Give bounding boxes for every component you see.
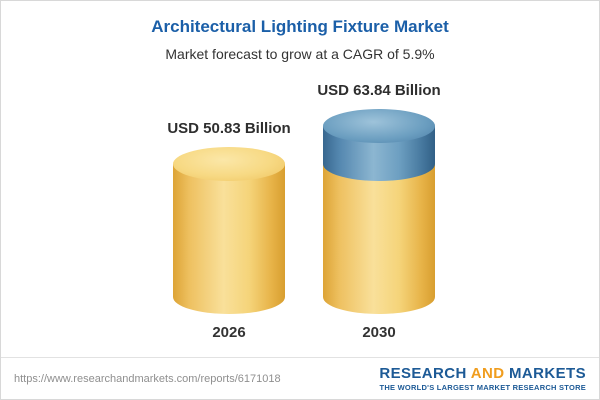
cylinder-bar-chart: USD 50.83 Billion 2026 USD 63.84 Billion… (1, 1, 599, 341)
cylinder-top-2026 (173, 147, 285, 181)
cylinder-bar-2030 (323, 109, 435, 314)
chart-subtitle: Market forecast to grow at a CAGR of 5.9… (165, 46, 435, 62)
report-url: https://www.researchandmarkets.com/repor… (14, 372, 281, 385)
bar-group-2026: USD 50.83 Billion 2026 (167, 120, 290, 341)
value-label-2026: USD 50.83 Billion (167, 120, 291, 137)
category-label-2026: 2026 (212, 324, 246, 341)
bar-group-2030: USD 63.84 Billion 2030 (317, 82, 440, 341)
logo-tagline: THE WORLD'S LARGEST MARKET RESEARCH STOR… (379, 383, 586, 392)
cylinder-top-2030 (323, 109, 435, 143)
logo-word-research: RESEARCH (379, 365, 467, 382)
research-and-markets-logo: RESEARCH AND MARKETS THE WORLD'S LARGEST… (379, 365, 586, 392)
value-label-2030: USD 63.84 Billion (317, 82, 441, 99)
category-label-2030: 2030 (362, 324, 396, 341)
footer-bar: https://www.researchandmarkets.com/repor… (1, 357, 599, 399)
chart-title: Architectural Lighting Fixture Market (151, 17, 449, 36)
cylinder-bar-2026 (173, 147, 285, 314)
logo-word-markets: MARKETS (509, 365, 586, 382)
logo-word-and: AND (470, 365, 505, 382)
logo-wordmark: RESEARCH AND MARKETS (379, 365, 586, 383)
